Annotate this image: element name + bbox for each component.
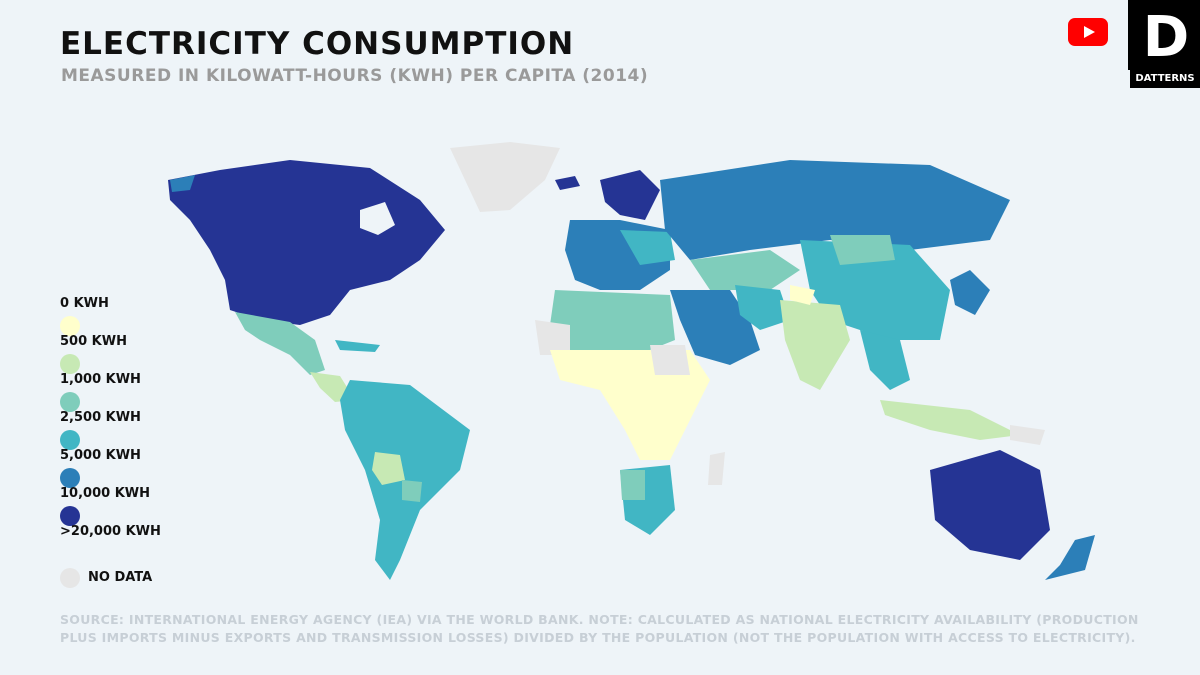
- map-region-korea-japan: [950, 270, 990, 315]
- map-region-west-sahara: [535, 320, 570, 355]
- map-region-scandinavia: [600, 170, 660, 220]
- map-region-iceland: [555, 176, 580, 190]
- world-map: [168, 142, 1095, 580]
- source-note: SOURCE: INTERNATIONAL ENERGY AGENCY (IEA…: [60, 612, 1139, 645]
- legend-label: 5,000 KWH: [60, 448, 141, 463]
- map-region-sudan: [650, 345, 690, 375]
- legend-label-top: >20,000 KWH: [60, 524, 161, 539]
- legend-nodata-label: NO DATA: [88, 570, 153, 585]
- map-region-hudson: [360, 202, 395, 235]
- map-region-namibia: [620, 470, 645, 500]
- legend-item: 1,000 KWH: [58, 372, 238, 412]
- legend-swatch: [60, 468, 80, 488]
- map-region-png: [1010, 425, 1045, 445]
- map-region-russia: [660, 160, 1010, 260]
- map-region-se-asia: [860, 330, 910, 390]
- map-region-sub-saharan: [550, 350, 710, 460]
- legend-item: 10,000 KWH: [58, 486, 238, 526]
- map-region-caribbean: [335, 340, 380, 352]
- datterns-logo[interactable]: D: [1128, 0, 1200, 88]
- legend-swatch: [60, 506, 80, 526]
- legend-label: 0 KWH: [60, 296, 109, 311]
- legend-item-top: >20,000 KWH: [58, 524, 238, 546]
- map-region-middle-east: [670, 290, 760, 365]
- map-region-paraguay: [402, 480, 422, 502]
- legend-swatch: [60, 354, 80, 374]
- map-region-bolivia: [372, 452, 405, 485]
- map-region-south-asia-low: [790, 285, 815, 305]
- page-subtitle: MEASURED IN KILOWATT-HOURS (KWH) PER CAP…: [61, 66, 649, 86]
- legend-nodata: NO DATA: [58, 566, 238, 596]
- legend: 0 KWH 500 KWH 1,000 KWH 2,500 KWH 5,000 …: [58, 296, 238, 596]
- map-region-east-europe: [620, 230, 675, 265]
- legend-item: 5,000 KWH: [58, 448, 238, 488]
- legend-nodata-swatch: [60, 568, 80, 588]
- map-region-mexico: [235, 312, 325, 375]
- brand-name: DATTERNS: [1130, 70, 1200, 88]
- page-title: ELECTRICITY CONSUMPTION: [60, 26, 575, 62]
- legend-label: 500 KWH: [60, 334, 127, 349]
- map-region-new-zealand: [1045, 535, 1095, 580]
- map-region-central-asia: [690, 250, 800, 290]
- map-region-north-america: [168, 160, 445, 325]
- legend-item: 500 KWH: [58, 334, 238, 374]
- legend-swatch: [60, 430, 80, 450]
- map-region-alaska: [170, 175, 195, 192]
- map-region-indonesia: [880, 400, 1020, 440]
- map-region-greenland: [450, 142, 560, 212]
- legend-item: 0 KWH: [58, 296, 238, 336]
- map-region-madagascar: [708, 452, 725, 485]
- legend-swatch: [60, 392, 80, 412]
- youtube-icon[interactable]: [1068, 18, 1108, 46]
- legend-item: 2,500 KWH: [58, 410, 238, 450]
- legend-label: 10,000 KWH: [60, 486, 150, 501]
- legend-label: 1,000 KWH: [60, 372, 141, 387]
- legend-swatch: [60, 316, 80, 336]
- map-region-north-africa: [550, 290, 675, 350]
- map-region-iran: [735, 285, 790, 330]
- legend-label: 2,500 KWH: [60, 410, 141, 425]
- map-region-india: [780, 300, 850, 390]
- map-region-mongolia: [830, 235, 895, 265]
- map-region-australia: [930, 450, 1050, 560]
- logo-letter: D: [1143, 5, 1189, 70]
